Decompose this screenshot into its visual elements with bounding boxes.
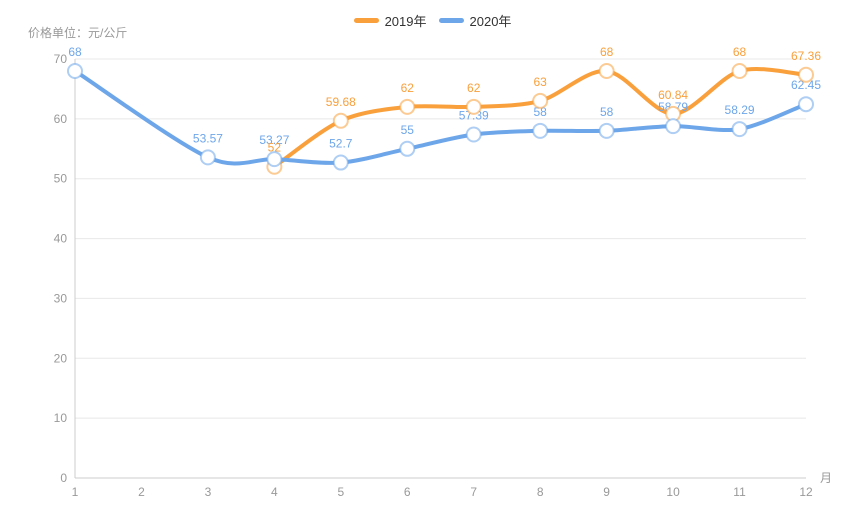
series-2019-data-point-marker-m11[interactable] xyxy=(731,62,748,79)
legend-2020-label: 2020年 xyxy=(469,14,512,29)
legend-item-2020[interactable]: 2020年 xyxy=(438,11,512,30)
legend-item-2019[interactable]: 2019年 xyxy=(353,11,427,30)
x-tick-label-1: 1 xyxy=(72,485,79,499)
series-2020-data-point-marker-m1[interactable] xyxy=(67,62,83,79)
series-2019-data-point-marker-m6[interactable] xyxy=(399,98,416,115)
y-tick-label-70: 70 xyxy=(54,52,68,66)
y-tick-label-40: 40 xyxy=(54,232,68,246)
y-tick-label-20: 20 xyxy=(54,351,68,365)
series-2019-value-label-m5: 59.68 xyxy=(326,95,356,109)
series-2019-data-point-marker-m7[interactable] xyxy=(465,98,482,115)
series-2020-data-point-marker-m11[interactable] xyxy=(731,121,748,138)
series-2019-value-label-m11: 68 xyxy=(733,45,747,59)
series-2020-value-label-m3: 53.57 xyxy=(193,131,223,145)
x-tick-label-3: 3 xyxy=(205,485,212,499)
x-tick-label-11: 11 xyxy=(733,485,746,499)
series-2020-data-point-marker-m3[interactable] xyxy=(199,149,216,166)
y-tick-label-10: 10 xyxy=(54,411,68,425)
series-2020-data-point-marker-m7[interactable] xyxy=(465,126,482,143)
x-tick-label-7: 7 xyxy=(470,485,477,499)
series-2020-data-point-marker-m8[interactable] xyxy=(532,122,549,139)
series-2020-data-point-marker-m6[interactable] xyxy=(399,140,416,157)
x-tick-label-12: 12 xyxy=(799,485,813,499)
y-tick-label-0: 0 xyxy=(60,471,67,485)
series-2020-data-point-marker-m9[interactable] xyxy=(598,122,615,139)
series-2020-data-point-marker-m10[interactable] xyxy=(665,118,682,135)
series-2020-value-label-m12: 62.45 xyxy=(791,78,821,92)
series-2020-value-label-m5: 52.7 xyxy=(329,137,353,151)
series-2020-value-label-m8: 58 xyxy=(534,105,548,119)
legend-2020-swatch-icon xyxy=(438,18,464,23)
series-2020-value-label-m9: 58 xyxy=(600,105,614,119)
series-2020-data-point-marker-m12[interactable] xyxy=(798,96,814,113)
series-2020-value-label-m4: 53.27 xyxy=(259,133,289,147)
series-2020-data-point-marker-m5[interactable] xyxy=(332,154,349,171)
y-tick-label-60: 60 xyxy=(54,112,68,126)
series-2020-value-label-m7: 57.39 xyxy=(459,108,489,122)
series-2019-data-point-marker-m8[interactable] xyxy=(532,92,549,109)
y-tick-label-30: 30 xyxy=(54,291,68,305)
x-tick-label-10: 10 xyxy=(666,485,680,499)
x-tick-label-6: 6 xyxy=(404,485,411,499)
chart-legend: 2019年 2020年 xyxy=(0,11,865,30)
x-axis-name: 月 xyxy=(820,471,832,485)
x-tick-label-5: 5 xyxy=(337,485,344,499)
series-2019-value-label-m4: 52 xyxy=(268,141,282,155)
legend-2019-label: 2019年 xyxy=(384,14,427,29)
series-2019-value-label-m12: 67.36 xyxy=(791,49,821,63)
y-tick-label-50: 50 xyxy=(54,172,68,186)
x-tick-label-8: 8 xyxy=(537,485,544,499)
series-2019-data-point-marker-m9[interactable] xyxy=(598,62,615,79)
series-2019-value-label-m10: 60.84 xyxy=(658,88,688,102)
series-2020-value-label-m1: 68 xyxy=(68,45,82,59)
series-2019-value-label-m8: 63 xyxy=(534,75,548,89)
series-2019-data-point-marker-m12[interactable] xyxy=(798,66,814,83)
series-2020-value-label-m11: 58.29 xyxy=(725,103,755,117)
series-2019-value-label-m7: 62 xyxy=(467,81,481,95)
series-2019-value-label-m6: 62 xyxy=(401,81,415,95)
series-2020-data-point-marker-m4[interactable] xyxy=(266,151,283,168)
series-2019-data-point-marker-m5[interactable] xyxy=(332,112,349,129)
x-tick-label-9: 9 xyxy=(603,485,610,499)
series-2020-line[interactable] xyxy=(73,68,808,166)
x-tick-label-2: 2 xyxy=(138,485,145,499)
series-2020-value-label-m6: 55 xyxy=(401,123,415,137)
x-tick-label-4: 4 xyxy=(271,485,278,499)
series-2019-value-label-m9: 68 xyxy=(600,45,614,59)
legend-2019-swatch-icon xyxy=(353,18,379,23)
y-axis-title: 价格单位：元/公斤 xyxy=(28,26,128,40)
